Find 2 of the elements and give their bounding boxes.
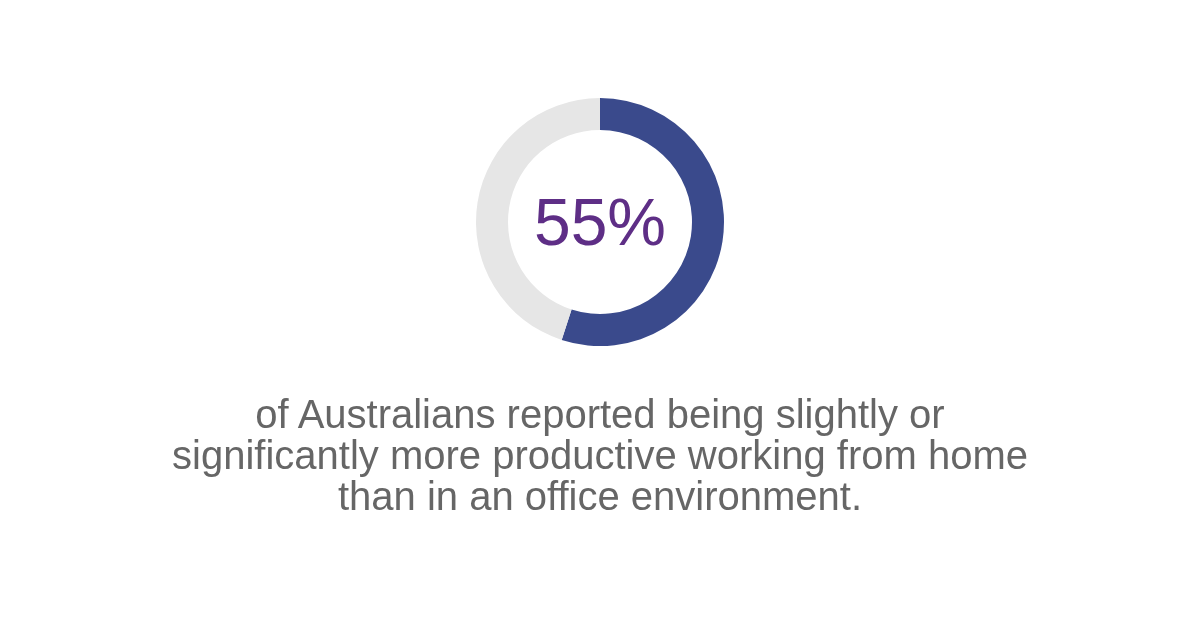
data-label: 55%: [533, 185, 667, 260]
text: of Australians reported being slightly or significantly more productive working from home than in an office environment.: [172, 392, 1028, 518]
